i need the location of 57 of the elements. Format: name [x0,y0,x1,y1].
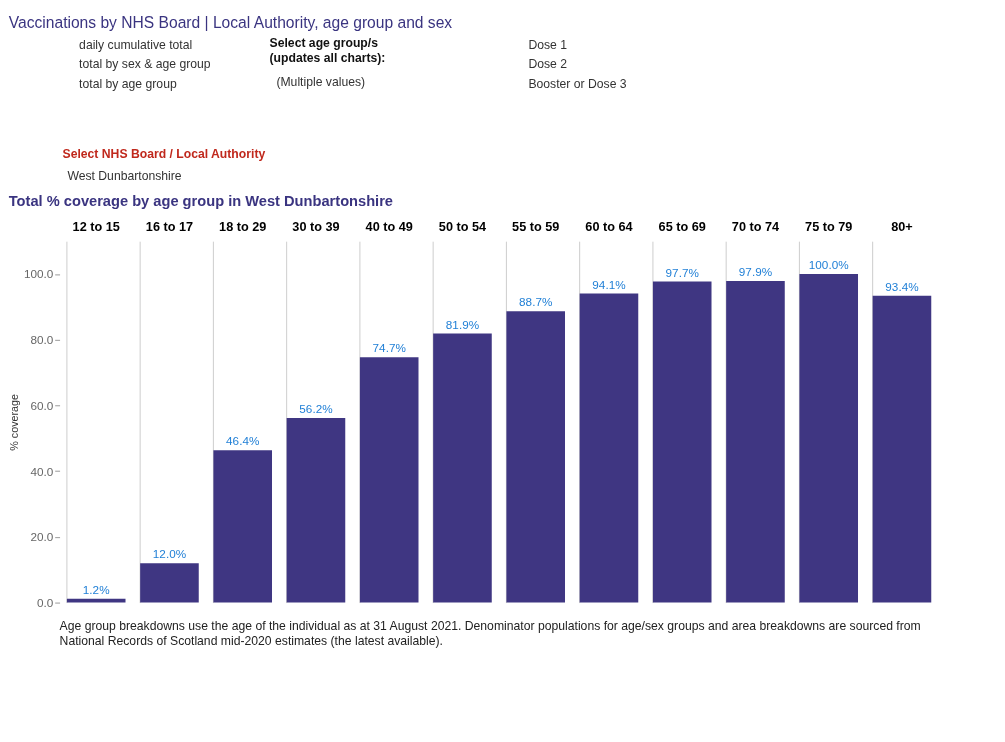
data-label: 46.4% [226,434,260,448]
x-tick-label: 60 to 64 [585,219,633,234]
text: Age group breakdowns use the age of the individual as at 31 August 2021. Denominator populations for age/sex groups and area breakdowns are sourced from National Records of Scotland mid-2020 estimates (the latest available). [59,618,921,648]
text: daily cumulative total [79,37,193,52]
text: total by age group [79,76,177,91]
text: Select NHS Board / Local Authority [62,147,266,162]
bar [652,281,712,603]
bar [66,598,126,603]
chart-subtitle: Total % coverage by age group in West Dunbartonshire [8,193,394,210]
data-label: 100.0% [808,258,849,272]
text: (updates all charts): [269,51,386,66]
data-label: 81.9% [445,317,480,331]
text: Dose 2 [528,57,568,72]
data-label: 97.9% [738,265,773,279]
x-tick-label: 16 to 17 [145,219,194,234]
data-label: 74.7% [372,341,406,355]
text: (Multiple values) [276,74,366,89]
data-label: 93.4% [885,279,919,293]
bar [433,333,492,603]
text: Dose 1 [528,37,568,52]
x-tick-label: 80+ [891,219,913,234]
x-tick-label: 30 to 39 [292,219,340,234]
x-tick-label: 65 to 69 [658,219,706,234]
y-tick-label: 100.0 [23,267,54,281]
data-label: 97.7% [665,265,699,279]
data-label: 12.0% [152,547,187,561]
x-tick-label: 50 to 54 [438,219,487,234]
text: Booster or Dose 3 [528,76,627,91]
text: West Dunbartonshire [67,168,182,183]
text: Select age group/s [269,35,379,50]
data-label: 56.2% [299,402,333,416]
x-tick-label: 40 to 49 [365,219,413,234]
bar [140,563,199,603]
x-tick-label: 18 to 29 [219,219,267,234]
chart-title: Vaccinations by NHS Board | Local Authority, age group and sex [8,14,453,32]
x-tick-label: 75 to 79 [805,219,853,234]
y-tick-label: 60.0 [30,398,54,412]
data-label: 94.1% [592,277,626,291]
data-label: 88.7% [519,295,553,309]
bar [359,357,419,603]
bar [506,311,566,603]
y-tick-label: 20.0 [30,530,54,544]
x-tick-label: 12 to 15 [72,219,120,234]
y-axis-title: % coverage [8,394,21,451]
bar [213,450,272,603]
bar [799,274,859,603]
bar [872,295,932,603]
y-tick-label: 40.0 [30,464,54,478]
bar [726,280,785,603]
bar [579,293,639,603]
text: total by sex & age group [79,57,211,72]
data-label: 1.2% [82,582,110,596]
bar [286,417,346,603]
y-tick-label: 0.0 [36,595,54,609]
y-tick-label: 80.0 [30,333,54,347]
x-tick-label: 70 to 74 [731,219,780,234]
x-tick-label: 55 to 59 [512,219,560,234]
